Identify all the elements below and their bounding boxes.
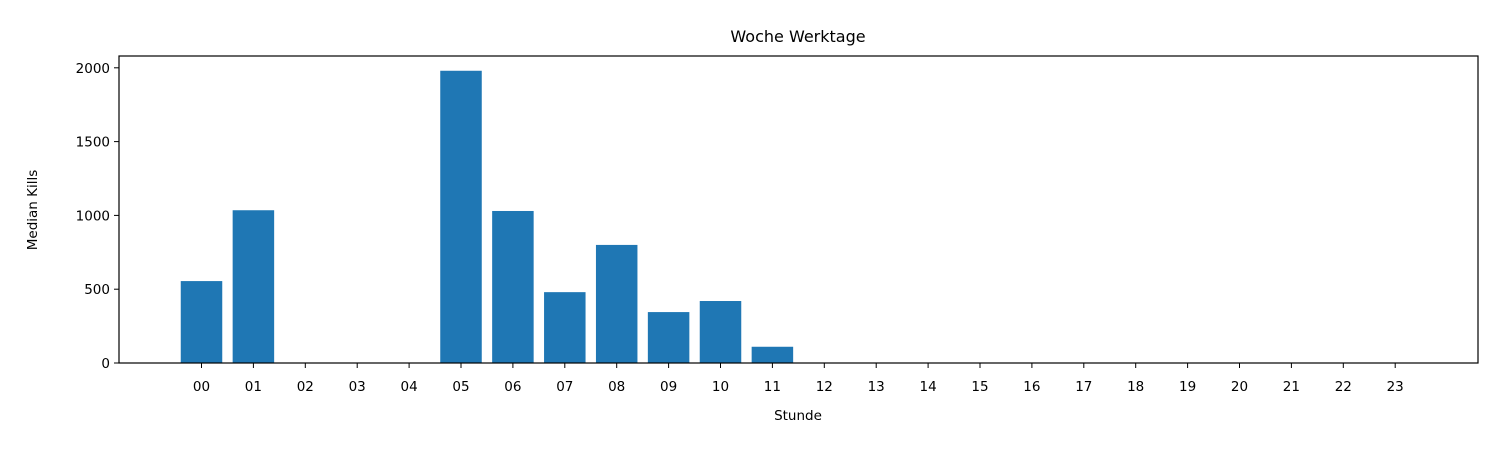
- y-tick-label: 1000: [76, 208, 110, 224]
- x-tick-label: 09: [660, 379, 677, 395]
- x-tick-label: 04: [401, 379, 418, 395]
- bar-07: [544, 292, 586, 363]
- y-tick-label: 2000: [76, 61, 110, 77]
- x-tick-label: 01: [245, 379, 262, 395]
- x-tick-label: 21: [1283, 379, 1300, 395]
- x-tick-label: 06: [504, 379, 521, 395]
- bar-00: [180, 281, 223, 363]
- x-tick-label: 11: [764, 379, 781, 395]
- x-tick-label: 22: [1335, 379, 1352, 395]
- x-tick-label: 23: [1387, 379, 1404, 395]
- x-tick-label: 10: [712, 379, 729, 395]
- plot-frame: [118, 55, 1479, 364]
- bar-06: [492, 210, 534, 363]
- bar-05: [440, 70, 482, 363]
- x-tick-label: 16: [1023, 379, 1040, 395]
- x-tick-label: 00: [193, 379, 210, 395]
- x-axis-label: Stunde: [774, 408, 822, 424]
- y-axis: 0 500 1000 1500 2000: [76, 61, 119, 372]
- x-tick-label: 08: [608, 379, 625, 395]
- x-tick-label: 05: [452, 379, 469, 395]
- x-tick-label: 02: [297, 379, 314, 395]
- y-tick-label: 0: [101, 356, 110, 372]
- x-axis: 00 01 02 03 04 05 06 07 08 09 10 11 12 13 14 15 16 17 18 19…: [193, 363, 1404, 395]
- bar-09: [647, 312, 690, 363]
- bar-08: [595, 244, 638, 363]
- x-tick-label: 15: [971, 379, 988, 395]
- y-tick-label: 1500: [76, 135, 110, 151]
- y-tick-label: 500: [84, 282, 110, 298]
- y-axis-label: Median Kills: [25, 170, 41, 251]
- x-tick-label: 13: [868, 379, 885, 395]
- bar-10: [699, 301, 742, 363]
- bar-01: [232, 210, 275, 363]
- x-tick-label: 12: [816, 379, 833, 395]
- bar-11: [751, 346, 794, 363]
- x-tick-label: 17: [1075, 379, 1092, 395]
- x-tick-label: 19: [1179, 379, 1196, 395]
- x-tick-label: 18: [1127, 379, 1144, 395]
- x-tick-label: 20: [1231, 379, 1248, 395]
- x-tick-label: 14: [920, 379, 937, 395]
- chart-title: Woche Werktage: [730, 27, 865, 46]
- x-tick-label: 03: [349, 379, 366, 395]
- x-tick-label: 07: [556, 379, 573, 395]
- bars-group: [180, 70, 794, 363]
